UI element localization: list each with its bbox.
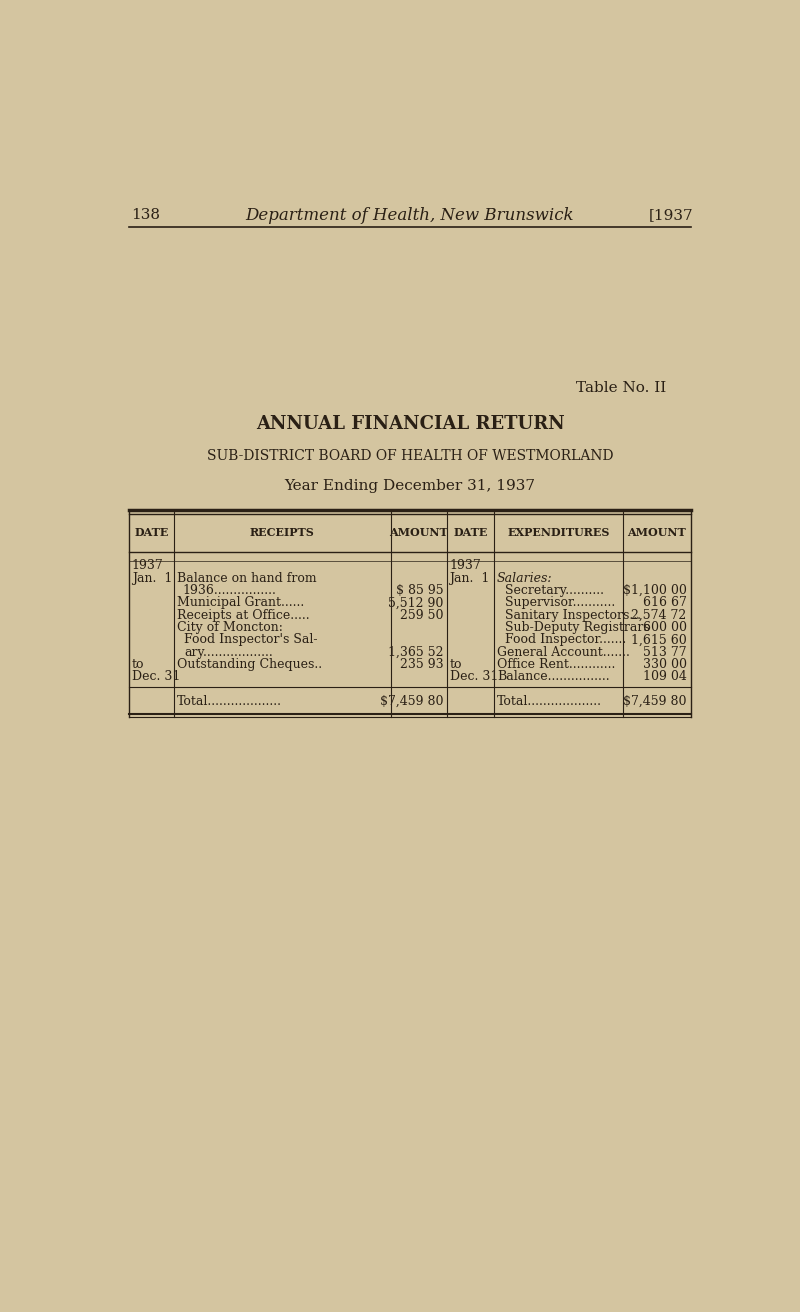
Text: Jan.  1: Jan. 1 [132,572,172,585]
Text: General Account.......: General Account....... [497,646,630,659]
Text: Receipts at Office.....: Receipts at Office..... [177,609,310,622]
Text: $ 85 95: $ 85 95 [396,584,443,597]
Text: $7,459 80: $7,459 80 [380,695,443,708]
Text: EXPENDITURES: EXPENDITURES [507,527,610,538]
Text: 235 93: 235 93 [400,657,443,670]
Text: DATE: DATE [454,527,488,538]
Text: Sanitary Inspectors...: Sanitary Inspectors... [505,609,641,622]
Text: Food Inspector.......: Food Inspector....... [505,634,626,647]
Text: 1937: 1937 [450,559,482,572]
Text: City of Moncton:: City of Moncton: [177,621,282,634]
Text: Municipal Grant......: Municipal Grant...... [177,597,304,609]
Text: Year Ending December 31, 1937: Year Ending December 31, 1937 [285,479,535,493]
Text: [1937: [1937 [648,209,693,222]
Text: Balance................: Balance................ [497,670,610,684]
Text: Total...................: Total................... [177,695,282,708]
Text: 330 00: 330 00 [642,657,686,670]
Text: Dec. 31: Dec. 31 [132,670,180,684]
Text: Total...................: Total................... [497,695,602,708]
Text: 259 50: 259 50 [400,609,443,622]
Text: Department of Health, New Brunswick: Department of Health, New Brunswick [246,207,574,223]
Text: Office Rent............: Office Rent............ [497,657,615,670]
Text: 1,615 60: 1,615 60 [631,634,686,647]
Text: RECEIPTS: RECEIPTS [250,527,314,538]
Text: $1,100 00: $1,100 00 [623,584,686,597]
Text: 138: 138 [131,209,160,222]
Text: 5,512 90: 5,512 90 [388,597,443,609]
Text: Secretary..........: Secretary.......... [505,584,603,597]
Text: AMOUNT: AMOUNT [627,527,686,538]
Text: Sub-Deputy Registrars: Sub-Deputy Registrars [505,621,650,634]
Text: 1,365 52: 1,365 52 [388,646,443,659]
Text: Food Inspector's Sal-: Food Inspector's Sal- [185,634,318,647]
Text: 600 00: 600 00 [642,621,686,634]
Text: AMOUNT: AMOUNT [390,527,448,538]
Text: DATE: DATE [134,527,169,538]
Text: 109 04: 109 04 [643,670,686,684]
Text: Outstanding Cheques..: Outstanding Cheques.. [177,657,322,670]
Text: 1936................: 1936................ [183,584,277,597]
Text: Dec. 31: Dec. 31 [450,670,498,684]
Text: Balance on hand from: Balance on hand from [177,572,316,585]
Text: Jan.  1: Jan. 1 [450,572,490,585]
Text: SUB-DISTRICT BOARD OF HEALTH OF WESTMORLAND: SUB-DISTRICT BOARD OF HEALTH OF WESTMORL… [206,449,614,463]
Text: to: to [450,657,462,670]
Text: 1937: 1937 [132,559,163,572]
Text: $7,459 80: $7,459 80 [623,695,686,708]
Text: 616 67: 616 67 [643,597,686,609]
Text: 2,574 72: 2,574 72 [631,609,686,622]
Text: Supervisor...........: Supervisor........... [505,597,614,609]
Text: Table No. II: Table No. II [575,380,666,395]
Text: Salaries:: Salaries: [497,572,553,585]
Text: ANNUAL FINANCIAL RETURN: ANNUAL FINANCIAL RETURN [256,416,564,433]
Text: 513 77: 513 77 [643,646,686,659]
Text: ary..................: ary.................. [185,646,274,659]
Text: to: to [132,657,144,670]
